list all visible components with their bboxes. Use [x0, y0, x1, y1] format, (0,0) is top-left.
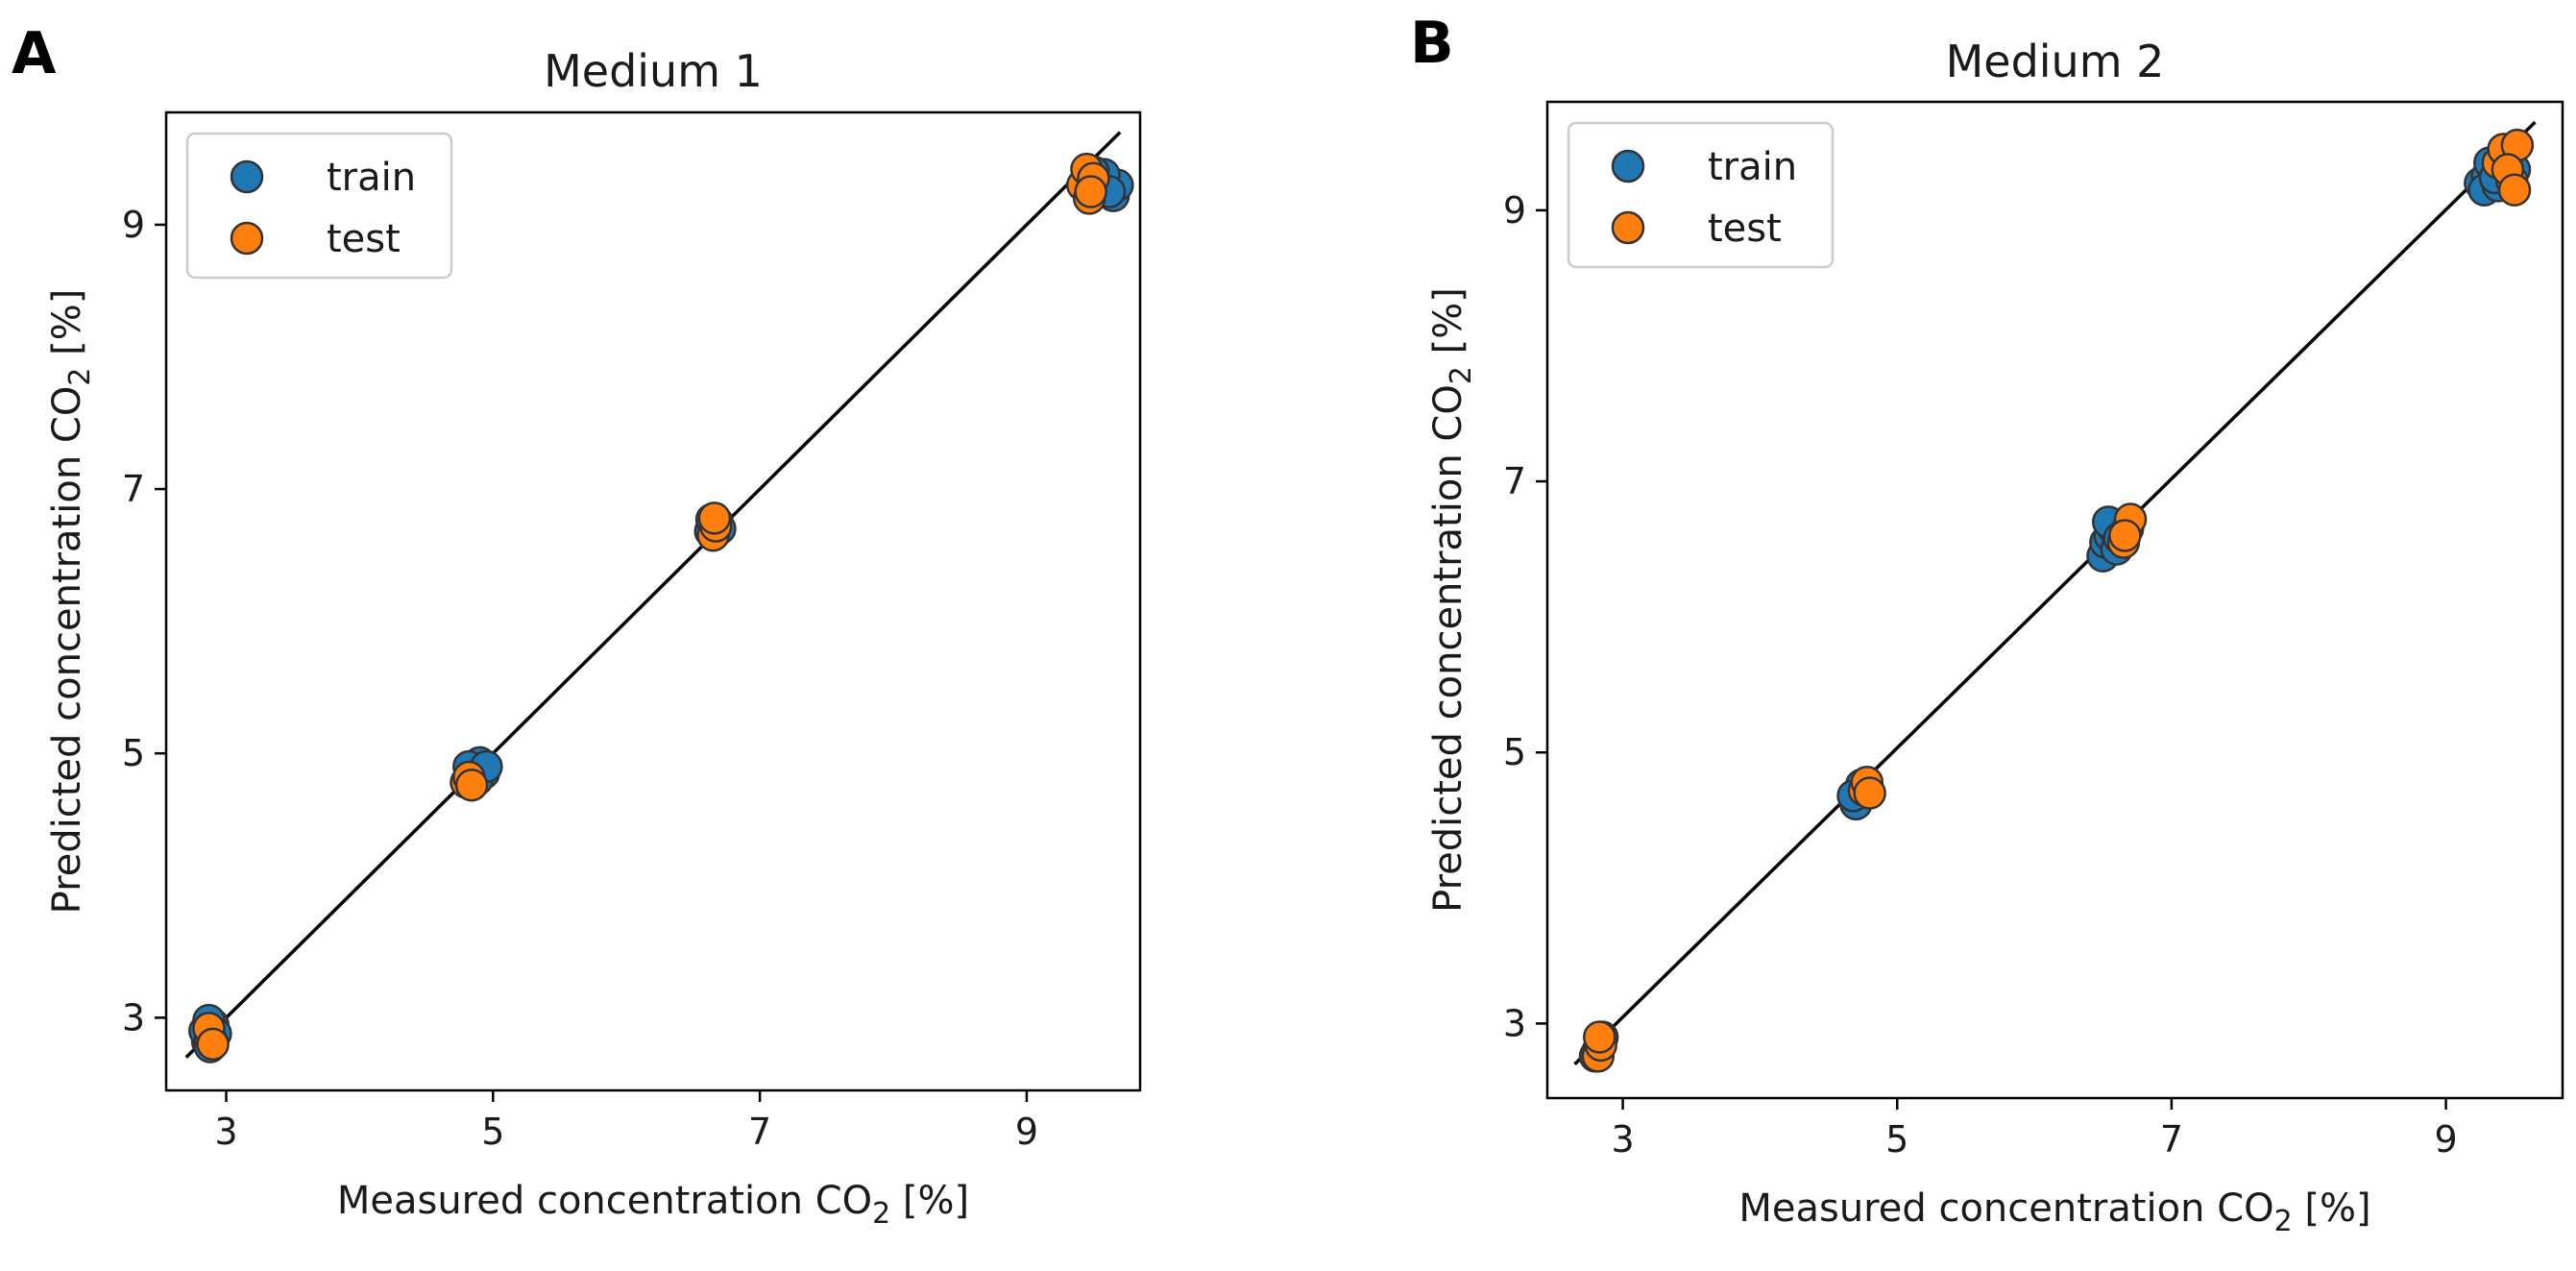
y-axis-label: Predicted concentration CO2 [%] [45, 289, 97, 915]
axes-frame [164, 110, 1142, 1092]
y-tick-label: 7 [122, 468, 145, 510]
chart-title: Medium 1 [544, 45, 763, 97]
data-point-test [2497, 173, 2532, 207]
x-axis-label: Measured concentration CO2 [%] [1738, 1186, 2370, 1238]
y-tick-label: 9 [1503, 189, 1526, 232]
legend-marker-test [230, 221, 264, 256]
x-tick-label: 9 [2434, 1118, 2457, 1161]
legend-marker-train [230, 159, 264, 194]
x-tick-label: 3 [1611, 1118, 1634, 1161]
y-tick-label: 3 [122, 996, 145, 1039]
chart-panel-b: B Medium 2 3 5 7 9 3 5 7 9 Measured concentration … [1410, 10, 2564, 1238]
plot-area [184, 131, 1134, 1063]
y-tick-label: 7 [1503, 460, 1526, 502]
axes-frame [1545, 100, 2564, 1100]
legend-label-train: train [1708, 145, 1797, 189]
legend: train test [185, 132, 453, 280]
y-axis-label: Predicted concentration CO2 [%] [1426, 287, 1478, 913]
x-axis-label-subscript: 2 [2274, 1205, 2293, 1238]
legend-label-test: test [1708, 207, 1782, 251]
x-tick-label: 5 [481, 1111, 504, 1153]
y-axis-label-subscript: 2 [1445, 366, 1478, 384]
x-axis-label-subscript: 2 [872, 1197, 890, 1231]
chart-panel-a: A Medium 1 3 5 7 9 3 5 7 9 Measured concentration … [12, 20, 1142, 1231]
panel-label: A [12, 20, 57, 87]
data-point-test [1583, 1020, 1616, 1054]
y-tick-label: 5 [1503, 731, 1526, 773]
series-test [192, 152, 1110, 1062]
x-tick-label: 7 [748, 1111, 771, 1153]
y-tick-label: 9 [122, 204, 145, 246]
x-axis-label: Measured concentration CO2 [%] [337, 1179, 969, 1231]
identity-line [1573, 120, 2537, 1065]
chart-title: Medium 2 [1946, 36, 2165, 87]
y-axis-label-subscript: 2 [63, 368, 97, 386]
x-axis-label-main: Measured concentration CO [337, 1179, 872, 1223]
series-train [1578, 142, 2532, 1073]
plot-area [1573, 120, 2537, 1073]
series-train [188, 155, 1134, 1063]
x-tick-label: 7 [2160, 1118, 2183, 1161]
y-tick-label: 5 [122, 732, 145, 774]
data-point-test [1074, 175, 1107, 208]
y-axis-label-main: Predicted concentration CO [45, 386, 89, 915]
x-tick-label: 3 [214, 1111, 237, 1153]
legend: train test [1567, 121, 1835, 269]
x-tick-label: 5 [1885, 1118, 1908, 1161]
y-axis-label-unit: [%] [45, 289, 89, 368]
x-axis-label-main: Measured concentration CO [1738, 1186, 2273, 1231]
data-point-test [2108, 519, 2142, 552]
data-point-test [697, 501, 732, 535]
x-tick-label: 9 [1015, 1111, 1038, 1153]
x-axis-label-unit: [%] [890, 1179, 969, 1223]
identity-line [184, 131, 1122, 1059]
panel-label: B [1410, 10, 1454, 77]
legend-marker-test [1611, 210, 1645, 245]
legend-marker-train [1611, 149, 1645, 183]
y-axis-label-main: Predicted concentration CO [1426, 384, 1470, 913]
data-point-test [1853, 776, 1886, 810]
y-axis-label-unit: [%] [1426, 287, 1470, 366]
data-point-test [196, 1027, 230, 1062]
x-axis-label-unit: [%] [2293, 1186, 2371, 1231]
y-tick-label: 3 [1503, 1002, 1526, 1044]
data-point-test [454, 768, 489, 802]
legend-label-test: test [327, 217, 401, 261]
series-test [1581, 128, 2535, 1073]
legend-label-train: train [327, 156, 416, 200]
